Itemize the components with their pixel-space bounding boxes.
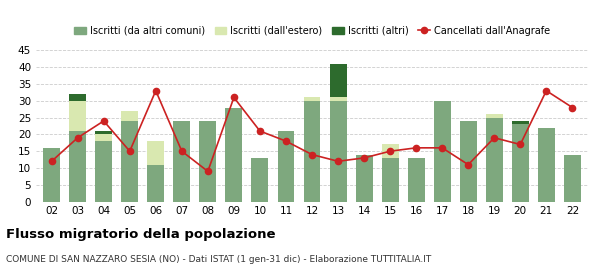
Bar	[226, 108, 242, 202]
Bar	[121, 111, 138, 121]
Text: COMUNE DI SAN NAZZARO SESIA (NO) - Dati ISTAT (1 gen-31 dic) - Elaborazione TUTT: COMUNE DI SAN NAZZARO SESIA (NO) - Dati …	[6, 255, 431, 264]
Bar	[199, 121, 217, 202]
Bar	[69, 101, 86, 131]
Legend: Iscritti (da altri comuni), Iscritti (dall'estero), Iscritti (altri), Cancellati: Iscritti (da altri comuni), Iscritti (da…	[70, 22, 554, 40]
Bar	[512, 124, 529, 202]
Bar	[382, 158, 398, 202]
Bar	[486, 114, 503, 118]
Bar	[460, 121, 476, 202]
Bar	[95, 134, 112, 141]
Bar	[173, 121, 190, 202]
Bar	[329, 97, 347, 101]
Bar	[382, 144, 398, 158]
Bar	[69, 94, 86, 101]
Bar	[148, 141, 164, 165]
Bar	[69, 131, 86, 202]
Bar	[512, 121, 529, 124]
Bar	[43, 148, 60, 202]
Bar	[277, 131, 295, 202]
Bar	[304, 101, 320, 202]
Bar	[486, 118, 503, 202]
Bar	[148, 165, 164, 202]
Bar	[356, 155, 373, 202]
Bar	[304, 97, 320, 101]
Bar	[95, 141, 112, 202]
Bar	[329, 101, 347, 202]
Bar	[329, 64, 347, 97]
Bar	[564, 155, 581, 202]
Bar	[251, 158, 268, 202]
Bar	[538, 128, 555, 202]
Bar	[434, 101, 451, 202]
Text: Flusso migratorio della popolazione: Flusso migratorio della popolazione	[6, 228, 275, 241]
Bar	[407, 158, 425, 202]
Bar	[95, 131, 112, 134]
Bar	[121, 121, 138, 202]
